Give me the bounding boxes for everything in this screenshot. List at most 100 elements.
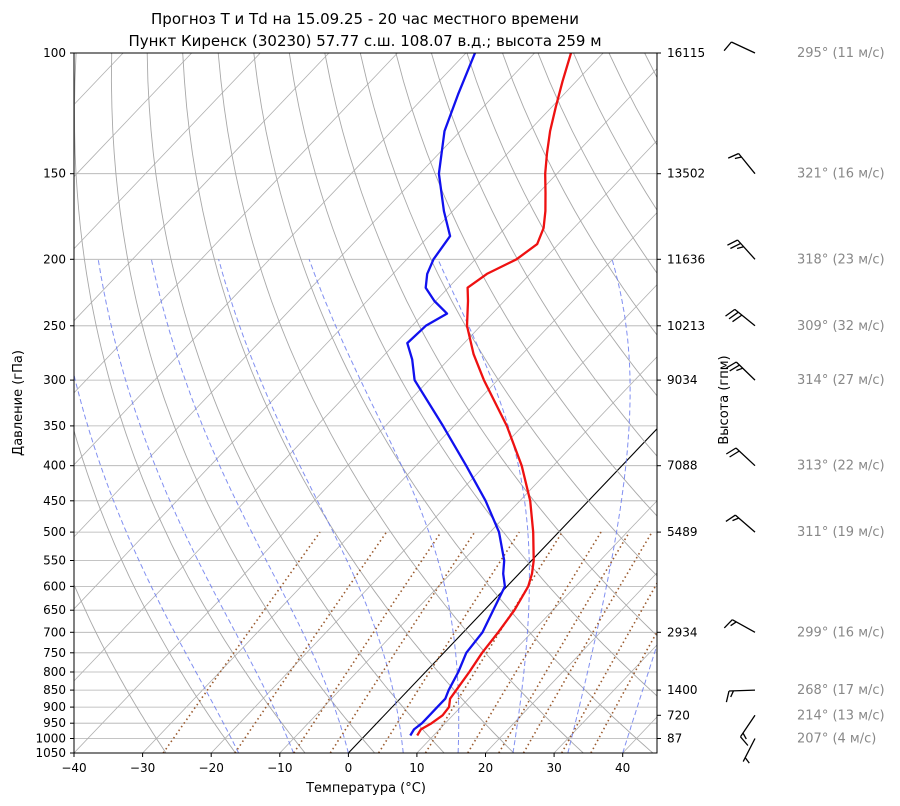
plot-frame <box>73 52 658 754</box>
wind-barb <box>723 619 756 633</box>
isotherm <box>485 572 657 753</box>
mixing-ratio-line <box>329 531 476 753</box>
wind-barb <box>723 41 756 54</box>
wind-barb <box>726 361 756 381</box>
isotherm <box>74 53 604 610</box>
isotherm <box>74 53 467 466</box>
y-tick-label: 700 <box>43 625 66 639</box>
isotherm <box>279 356 657 753</box>
dry-adiabat <box>74 583 167 753</box>
dry-adiabats <box>74 53 900 753</box>
y-tick-label: 200 <box>43 252 66 266</box>
wind-label: 321° (16 м/с) <box>797 167 885 182</box>
temperature-line <box>416 53 573 737</box>
dry-adiabat <box>395 53 657 517</box>
moist-adiabat <box>567 259 631 753</box>
height-tick-label: 87 <box>667 732 682 746</box>
wind-label: 314° (27 м/с) <box>797 373 885 388</box>
x-tick-label: −10 <box>267 761 292 775</box>
dry-adiabat <box>217 53 584 753</box>
height-tick-label: 7088 <box>667 459 698 473</box>
wind-barb <box>725 514 756 533</box>
wind-barb <box>727 152 756 175</box>
wind-barb-feather <box>728 311 739 320</box>
dry-adiabat <box>74 429 236 753</box>
wind-label: 313° (22 м/с) <box>797 459 885 474</box>
dry-adiabat <box>288 53 657 697</box>
dry-adiabat <box>359 53 657 577</box>
y-tick-label: 100 <box>43 46 66 60</box>
mixing-ratio-lines <box>162 531 657 753</box>
height-tick-label: 16115 <box>667 46 705 60</box>
wind-barb-feather <box>725 447 737 455</box>
height-tick-label: 2934 <box>667 625 698 639</box>
y-tick-label: 300 <box>43 373 66 387</box>
mixing-ratio-line <box>467 531 602 753</box>
y-tick-label: 950 <box>43 716 66 730</box>
y-tick-label: 350 <box>43 419 66 433</box>
mixing-ratio-line <box>424 531 563 753</box>
height-tick-label: 11636 <box>667 252 705 266</box>
y-tick-label: 900 <box>43 700 66 714</box>
plot-area <box>74 53 900 753</box>
wind-label: 309° (32 м/с) <box>797 319 885 334</box>
isotherm <box>74 53 261 250</box>
wind-barb-feather <box>744 757 750 764</box>
y-tick-label: 750 <box>43 646 66 660</box>
y-tick-label: 800 <box>43 665 66 679</box>
y-axis-ticks: 100 150 200 250 300 350 400 450 500 550 600 650 700 7… <box>35 46 74 760</box>
wind-barb <box>725 689 756 703</box>
x-axis-label: Температура (°C) <box>305 781 426 796</box>
dry-adiabat <box>466 53 657 397</box>
wind-barb-feather <box>736 367 744 372</box>
wind-label: 311° (19 м/с) <box>797 525 885 540</box>
wind-barb-feather <box>729 450 740 458</box>
wind-barb <box>739 714 756 746</box>
y-tick-label: 600 <box>43 579 66 593</box>
wind-barb-feather <box>732 517 740 522</box>
wind-label: 299° (16 м/с) <box>797 625 885 640</box>
wind-label: 318° (23 м/с) <box>797 252 885 267</box>
moist-adiabat <box>218 259 404 753</box>
height-axis-ticks: 16115 13502 11636 10213 9034 7088 5489 2934 1400… <box>657 46 705 746</box>
y-tick-label: 450 <box>43 494 66 508</box>
dry-adiabat <box>110 53 376 753</box>
dry-adiabat <box>680 53 900 753</box>
isotherm <box>74 140 657 753</box>
x-tick-label: 30 <box>546 761 561 775</box>
wind-barb-feather <box>727 239 738 246</box>
height-axis-label: Высота (гпм) <box>717 355 732 444</box>
dry-adiabat <box>430 53 657 457</box>
wind-label: 207° (4 м/с) <box>797 732 876 747</box>
chart-title-line2: Пункт Киренск (30230) 57.77 с.ш. 108.07 … <box>128 32 601 50</box>
mixing-ratio-line <box>377 531 520 753</box>
moist-adiabat <box>622 643 657 753</box>
height-tick-label: 1400 <box>667 683 698 697</box>
isotherm <box>622 716 657 753</box>
wind-barb-feather <box>730 690 735 698</box>
sounding-series <box>406 53 573 737</box>
dry-adiabat <box>182 53 515 753</box>
y-tick-label: 650 <box>43 603 66 617</box>
isotherm <box>760 53 900 753</box>
wind-label: 295° (11 м/с) <box>797 46 885 61</box>
dry-adiabat <box>324 53 657 637</box>
moist-adiabat <box>74 372 240 753</box>
y-tick-label: 250 <box>43 319 66 333</box>
moist-adiabat <box>437 259 530 753</box>
isotherm <box>416 500 657 753</box>
y-tick-label: 550 <box>43 554 66 568</box>
x-tick-label: 0 <box>345 761 353 775</box>
wind-barb-feather <box>734 156 742 160</box>
dry-adiabat <box>644 53 657 79</box>
y-tick-label: 500 <box>43 525 66 539</box>
dry-adiabat <box>608 53 657 146</box>
x-tick-label: −40 <box>61 761 86 775</box>
chart-title-line1: Прогноз T и Td на 15.09.25 - 20 час мест… <box>151 10 579 28</box>
height-tick-label: 5489 <box>667 525 698 539</box>
x-tick-label: −30 <box>130 761 155 775</box>
x-tick-label: 40 <box>615 761 630 775</box>
dry-adiabat <box>822 53 900 753</box>
height-tick-label: 10213 <box>667 319 705 333</box>
